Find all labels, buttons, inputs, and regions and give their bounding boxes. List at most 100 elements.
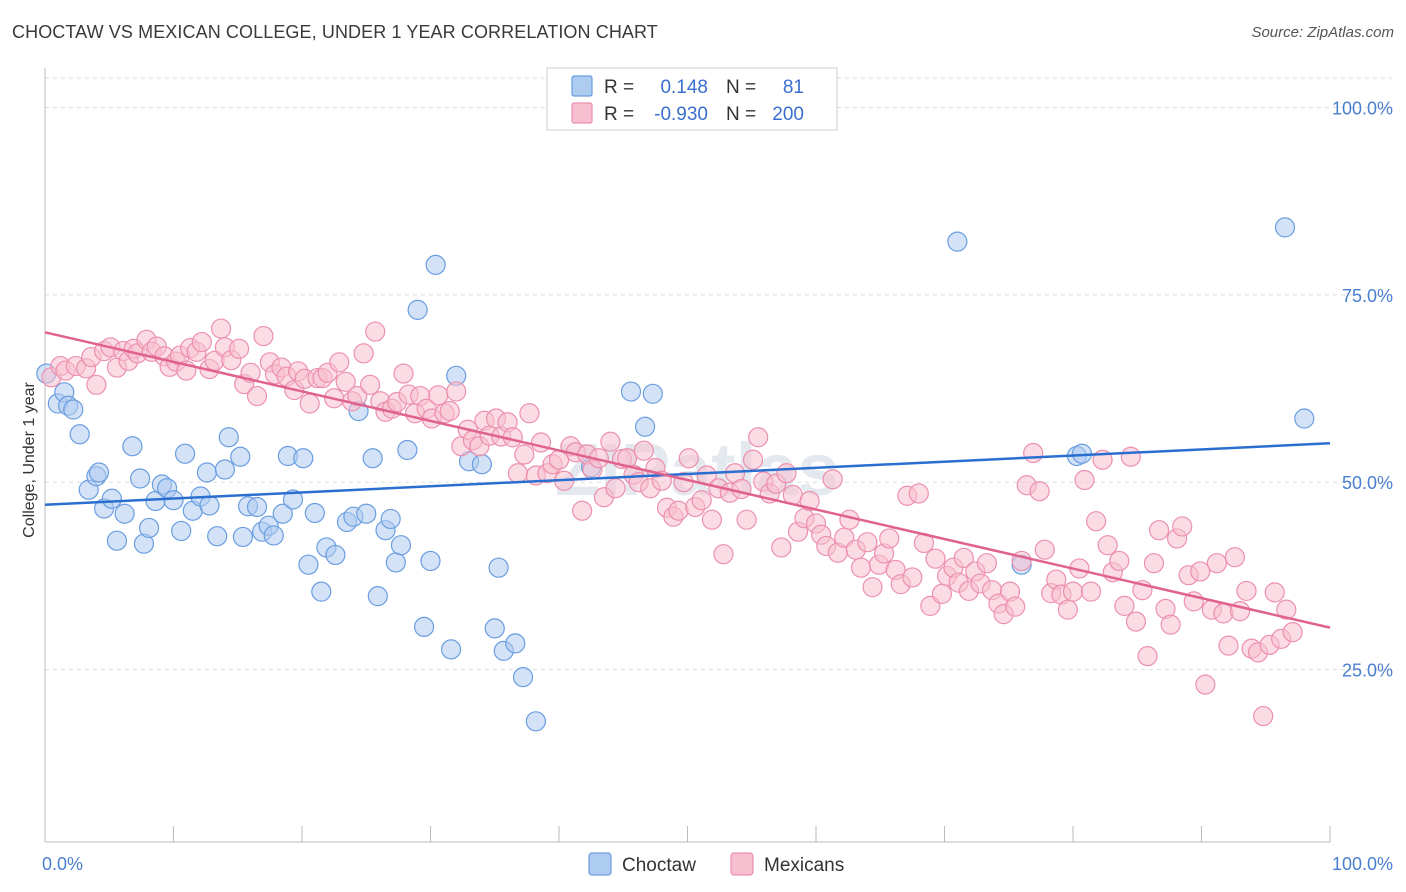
point-choctaw — [1274, 217, 1296, 238]
y-axis-title: College, Under 1 year — [21, 382, 38, 538]
point-choctaw — [642, 383, 663, 404]
point-mexicans — [953, 547, 974, 569]
y-tick-label-100: 100.0% — [1332, 98, 1393, 118]
point-choctaw — [263, 525, 284, 546]
point-choctaw — [356, 503, 377, 524]
point-choctaw — [196, 462, 218, 483]
point-choctaw — [106, 530, 128, 551]
point-mexicans — [850, 557, 872, 578]
point-mexicans — [1125, 611, 1147, 632]
point-choctaw — [282, 489, 304, 510]
point-choctaw — [440, 639, 462, 660]
point-mexicans — [1282, 622, 1303, 643]
point-choctaw — [471, 454, 492, 475]
point-mexicans — [530, 432, 552, 453]
legend-swatch-mexicans — [571, 102, 593, 124]
point-mexicans — [931, 583, 953, 605]
point-choctaw — [69, 424, 90, 445]
point-mexicans — [633, 440, 654, 461]
point-mexicans — [335, 371, 356, 392]
point-mexicans — [514, 444, 535, 465]
point-mexicans — [507, 463, 528, 484]
point-mexicans — [902, 567, 923, 588]
point-mexicans — [299, 393, 320, 414]
point-choctaw — [325, 544, 346, 566]
point-mexicans — [347, 385, 368, 407]
point-choctaw — [129, 468, 151, 489]
point-mexicans — [446, 381, 467, 402]
series-choctaw-points — [36, 217, 1315, 732]
point-mexicans — [1023, 442, 1044, 464]
point-choctaw — [298, 554, 319, 575]
stats-legend-box — [546, 67, 838, 131]
point-choctaw — [1294, 408, 1315, 429]
point-choctaw — [484, 618, 505, 639]
point-mexicans — [678, 448, 699, 469]
x-tick-label-max: 100.0% — [1332, 854, 1393, 874]
y-tick-label-25: 25.0% — [1342, 661, 1393, 681]
point-mexicans — [605, 478, 626, 499]
point-choctaw — [114, 503, 135, 524]
point-mexicans — [393, 363, 414, 384]
point-mexicans — [1097, 535, 1118, 556]
point-mexicans — [246, 385, 268, 407]
legend-r-value-choctaw: 0.148 — [660, 77, 708, 98]
point-choctaw — [420, 550, 441, 572]
point-mexicans — [1218, 635, 1239, 656]
point-mexicans — [1160, 614, 1181, 635]
point-choctaw — [385, 552, 406, 573]
point-mexicans — [713, 544, 734, 565]
point-mexicans — [1005, 596, 1026, 617]
point-mexicans — [1224, 547, 1246, 568]
point-choctaw — [230, 446, 251, 467]
point-choctaw — [620, 381, 642, 402]
point-choctaw — [525, 711, 546, 732]
trend-line-mexicans — [44, 331, 1331, 629]
point-choctaw — [367, 586, 388, 607]
point-mexicans — [428, 385, 449, 406]
point-choctaw — [304, 502, 325, 524]
point-choctaw — [390, 535, 412, 556]
series-legend: Choctaw Mexicans — [588, 852, 844, 876]
point-mexicans — [1062, 581, 1084, 602]
legend-swatch-choctaw-bottom — [588, 852, 612, 876]
point-choctaw — [293, 448, 314, 469]
point-choctaw — [407, 299, 428, 320]
point-mexicans — [908, 483, 929, 504]
point-choctaw — [362, 448, 383, 469]
point-choctaw — [505, 633, 526, 654]
point-mexicans — [1206, 553, 1228, 574]
point-mexicans — [253, 325, 274, 347]
point-choctaw — [380, 508, 401, 530]
point-mexicans — [1029, 481, 1050, 502]
chart-title: CHOCTAW VS MEXICAN COLLEGE, UNDER 1 YEAR… — [12, 22, 658, 42]
point-mexicans — [1109, 550, 1130, 572]
point-mexicans — [1253, 705, 1274, 727]
point-choctaw — [947, 231, 968, 252]
point-choctaw — [63, 399, 84, 420]
point-mexicans — [1172, 516, 1193, 537]
point-mexicans — [210, 318, 232, 339]
point-mexicans — [857, 532, 878, 553]
point-choctaw — [634, 416, 656, 437]
point-mexicans — [1264, 582, 1285, 603]
point-mexicans — [353, 343, 374, 364]
point-mexicans — [86, 374, 107, 395]
point-mexicans — [668, 500, 689, 521]
point-choctaw — [174, 443, 196, 464]
point-mexicans — [771, 537, 792, 558]
point-mexicans — [360, 374, 381, 395]
legend-label-mexicans: Mexicans — [764, 855, 844, 876]
legend-n-value-mexicans: 200 — [772, 104, 804, 125]
point-mexicans — [1236, 580, 1257, 602]
point-choctaw — [199, 495, 220, 516]
point-mexicans — [1190, 561, 1211, 582]
legend-n-label-choctaw: N = — [726, 77, 756, 98]
point-mexicans — [822, 469, 843, 490]
legend-r-value-mexicans: -0.930 — [654, 104, 708, 125]
point-choctaw — [138, 517, 160, 539]
point-choctaw — [88, 462, 110, 483]
legend-n-label-mexicans: N = — [726, 104, 756, 125]
point-choctaw — [311, 581, 332, 602]
x-tick-label-min: 0.0% — [42, 854, 83, 874]
